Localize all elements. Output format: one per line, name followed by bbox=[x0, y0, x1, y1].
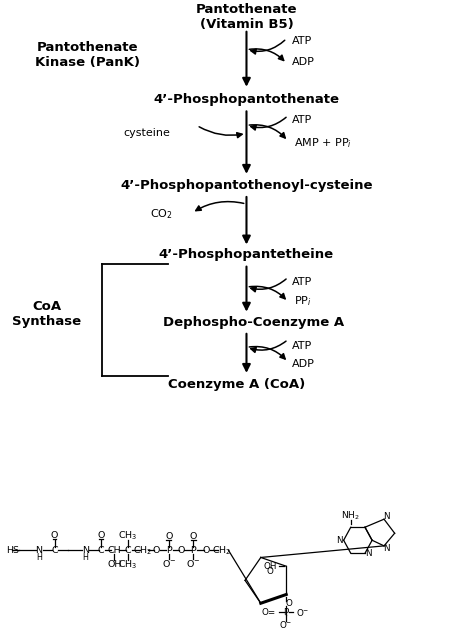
Text: P: P bbox=[283, 607, 289, 616]
Text: ATP: ATP bbox=[292, 277, 312, 287]
Text: ADP: ADP bbox=[292, 57, 314, 67]
Text: CO$_2$: CO$_2$ bbox=[150, 207, 173, 221]
Text: 4’-Phosphopantetheine: 4’-Phosphopantetheine bbox=[159, 248, 334, 262]
Text: O=: O= bbox=[262, 607, 276, 616]
Text: O: O bbox=[165, 531, 173, 541]
Text: O: O bbox=[190, 531, 197, 541]
Text: Dephospho-Coenzyme A: Dephospho-Coenzyme A bbox=[163, 316, 344, 329]
Text: O$^{-}$: O$^{-}$ bbox=[186, 558, 201, 569]
Text: ATP: ATP bbox=[292, 115, 312, 126]
Text: C: C bbox=[98, 545, 104, 555]
Text: O: O bbox=[267, 567, 273, 576]
Text: N: N bbox=[383, 544, 390, 553]
Text: O$^{-}$: O$^{-}$ bbox=[296, 607, 309, 618]
Text: O: O bbox=[51, 531, 58, 540]
Text: H: H bbox=[82, 553, 88, 562]
Text: O: O bbox=[177, 545, 185, 555]
Text: C: C bbox=[51, 545, 58, 555]
Text: CH: CH bbox=[108, 545, 121, 555]
Text: ATP: ATP bbox=[292, 36, 312, 46]
Text: AMP + PP$_i$: AMP + PP$_i$ bbox=[294, 137, 352, 150]
Text: P: P bbox=[166, 545, 172, 555]
Text: 4’-Phosphopantothenate: 4’-Phosphopantothenate bbox=[154, 93, 339, 106]
Text: C: C bbox=[125, 545, 131, 555]
Text: O: O bbox=[285, 599, 292, 608]
Text: O: O bbox=[153, 545, 160, 555]
Text: Pantothenate
(Vitamin B5): Pantothenate (Vitamin B5) bbox=[196, 3, 297, 31]
Text: CoA
Synthase: CoA Synthase bbox=[12, 299, 81, 327]
Text: N: N bbox=[82, 545, 89, 555]
Text: ATP: ATP bbox=[292, 341, 312, 351]
Text: O: O bbox=[202, 545, 210, 555]
Text: OH: OH bbox=[107, 560, 121, 569]
Text: cysteine: cysteine bbox=[124, 128, 171, 138]
Text: ADP: ADP bbox=[292, 359, 314, 369]
Text: HS: HS bbox=[6, 545, 18, 555]
Text: O: O bbox=[97, 531, 105, 540]
Text: 4’-Phosphopantothenoyl-cysteine: 4’-Phosphopantothenoyl-cysteine bbox=[120, 179, 373, 191]
Text: CH$_2$: CH$_2$ bbox=[212, 544, 231, 556]
Text: N: N bbox=[337, 536, 343, 545]
Text: PP$_i$: PP$_i$ bbox=[294, 294, 311, 308]
Text: H: H bbox=[36, 553, 42, 562]
Text: CH$_2$: CH$_2$ bbox=[134, 544, 153, 556]
Text: Coenzyme A (CoA): Coenzyme A (CoA) bbox=[168, 378, 306, 390]
Text: P: P bbox=[191, 545, 196, 555]
Text: O$^{-}$: O$^{-}$ bbox=[162, 558, 176, 569]
Text: CH$_3$: CH$_3$ bbox=[118, 530, 138, 542]
Text: N: N bbox=[36, 545, 42, 555]
Text: O$^{-}$: O$^{-}$ bbox=[280, 619, 293, 630]
Text: CH$_3$: CH$_3$ bbox=[118, 558, 138, 570]
Text: NH$_2$: NH$_2$ bbox=[341, 510, 360, 523]
Text: Pantothenate
Kinase (PanK): Pantothenate Kinase (PanK) bbox=[35, 41, 140, 69]
Text: OH: OH bbox=[263, 561, 277, 571]
Text: N: N bbox=[365, 549, 372, 558]
Text: N: N bbox=[383, 512, 390, 521]
